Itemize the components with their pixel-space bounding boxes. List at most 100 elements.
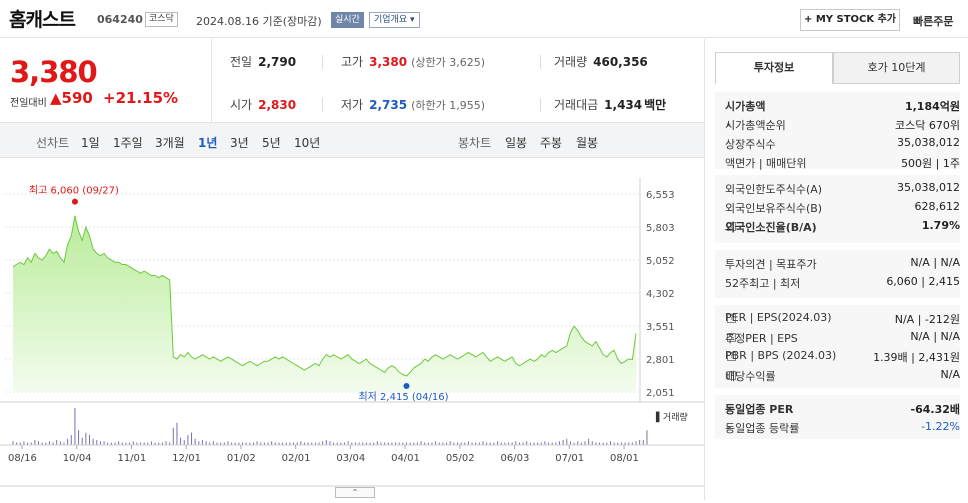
x-tick-label: 02/01 bbox=[282, 453, 311, 464]
company-info-dropdown[interactable]: 기업개요 ▾ bbox=[369, 12, 420, 28]
low-marker bbox=[403, 382, 410, 389]
help-icon[interactable]: ? bbox=[727, 314, 736, 323]
x-tick-label: 08/16 bbox=[8, 453, 37, 464]
info-value: 35,038,012 bbox=[897, 136, 960, 149]
change-label: 전일대비 bbox=[10, 98, 47, 109]
candle-monthly[interactable]: 월봉 bbox=[576, 136, 599, 150]
tab-order-book[interactable]: 호가 10단계 bbox=[833, 52, 960, 84]
info-value: N/A bbox=[940, 368, 960, 381]
x-tick-label: 03/04 bbox=[336, 453, 365, 464]
period-1d[interactable]: 1일 bbox=[81, 136, 100, 150]
info-value: N/A | N/A bbox=[910, 256, 960, 269]
info-label: 투자의견 | 목표주가 bbox=[725, 258, 817, 271]
info-value: 코스닥 670위 bbox=[895, 119, 960, 132]
tab-investment-info[interactable]: 투자정보 bbox=[715, 52, 833, 84]
info-label: 52주최고 | 최저 bbox=[725, 277, 801, 290]
current-price: 3,380 bbox=[10, 55, 98, 89]
realtime-button[interactable]: 실시간 bbox=[331, 12, 364, 28]
y-tick-label: 6,553 bbox=[646, 190, 675, 201]
info-row: 상장주식수 35,038,012 bbox=[725, 136, 960, 154]
base-date: 2024.08.16 기준(장마감) bbox=[196, 15, 322, 28]
x-tick-label: 07/01 bbox=[555, 453, 584, 464]
info-value: N/A | -212원 bbox=[894, 313, 960, 326]
info-row: 외국인소진율(B/A)? 1.79% bbox=[725, 219, 960, 237]
valuation-block: PER | EPS(2024.03)? N/A | -212원 추정PER | EP… bbox=[715, 305, 960, 388]
open-price: 시가 2,830 bbox=[230, 98, 297, 112]
low-price: 저가 2,735 (하한가 1,955) bbox=[341, 98, 485, 112]
info-row: 투자의견 | 목표주가 N/A | N/A bbox=[725, 256, 960, 274]
info-row: PER | EPS(2024.03)? N/A | -212원 bbox=[725, 311, 960, 329]
info-value: 35,038,012 bbox=[897, 181, 960, 194]
period-10y[interactable]: 10년 bbox=[294, 136, 321, 150]
x-tick-label: 12/01 bbox=[172, 453, 201, 464]
y-tick-label: 3,551 bbox=[646, 322, 675, 333]
period-1y[interactable]: 1년 bbox=[198, 136, 218, 150]
period-3m[interactable]: 3개월 bbox=[155, 136, 185, 150]
info-row: PBR | BPS (2024.03)? 1.39배 | 2,431원 bbox=[725, 349, 960, 367]
info-value: N/A | N/A bbox=[910, 330, 960, 343]
add-my-stock-button[interactable]: + MY STOCK 추가 bbox=[800, 9, 900, 31]
price-box: 3,380 전일대비 ▲590 +21.15% bbox=[0, 39, 212, 122]
y-tick-label: 2,801 bbox=[646, 355, 675, 366]
help-icon[interactable]: ? bbox=[727, 333, 736, 342]
info-row: 동일업종 PER ▸ -64.32배 bbox=[725, 401, 960, 419]
y-tick-label: 5,803 bbox=[646, 223, 675, 234]
price-summary: 전일 2,790 고가 3,380 (상한가 3,625) 거래량 460,356 시가… bbox=[212, 39, 704, 122]
quick-order-button[interactable]: 빠른주문 bbox=[913, 15, 954, 28]
info-row: 시가총액순위 ▸ 코스닥 670위 bbox=[725, 117, 960, 135]
change-value: ▲590 bbox=[50, 89, 93, 107]
info-label: 시가총액순위 bbox=[725, 119, 786, 132]
info-value: 500원 | 1주 bbox=[901, 157, 960, 170]
period-1w[interactable]: 1주일 bbox=[113, 136, 143, 150]
volume-legend: ▌거래량 bbox=[656, 413, 688, 423]
info-label: PBR | BPS (2024.03) bbox=[725, 349, 837, 362]
high-label: 최고 6,060 (09/27) bbox=[29, 185, 119, 197]
help-icon[interactable]: ? bbox=[727, 222, 736, 231]
x-tick-label: 01/02 bbox=[227, 453, 256, 464]
info-value: 1,184억원 bbox=[904, 100, 960, 113]
info-label: 액면가 | 매매단위 bbox=[725, 157, 807, 170]
x-tick-label: 10/04 bbox=[63, 453, 92, 464]
info-label: 외국인보유주식수(B) bbox=[725, 202, 823, 215]
y-tick-label: 2,051 bbox=[646, 388, 675, 399]
price-line bbox=[12, 215, 637, 377]
high-price: 고가 3,380 (상한가 3,625) bbox=[341, 55, 485, 69]
help-icon[interactable]: ▸ bbox=[727, 404, 732, 413]
help-icon[interactable]: ▸ bbox=[727, 120, 732, 129]
info-row: 액면가 | 매매단위 500원 | 1주 bbox=[725, 155, 960, 173]
x-tick-label: 08/01 bbox=[610, 453, 639, 464]
y-tick-label: 4,302 bbox=[646, 289, 675, 300]
help-icon[interactable]: ▸ bbox=[727, 423, 732, 432]
stock-name: 홈캐스트 bbox=[9, 9, 76, 31]
info-row: 52주최고 | 최저 6,060 | 2,415 bbox=[725, 275, 960, 293]
candle-chart-label: 봉차트 bbox=[458, 136, 492, 150]
info-value: 6,060 | 2,415 bbox=[886, 275, 960, 288]
info-label: 외국인소진율(B/A) bbox=[725, 221, 817, 234]
chart-svg: 6,553 5,803 5,052 4,302 3,551 2,801 2,051 최고 6,… bbox=[0, 178, 704, 487]
price-chart[interactable]: 6,553 5,803 5,052 4,302 3,551 2,801 2,051 최고 6,… bbox=[0, 158, 704, 500]
x-tick-label: 05/02 bbox=[446, 453, 475, 464]
industry-block: 동일업종 PER ▸ -64.32배 동일업종 등락률 ▸ -1.22% bbox=[715, 395, 960, 439]
info-value: -64.32배 bbox=[910, 403, 960, 416]
chart-scroll-handle[interactable]: ⌃ bbox=[335, 487, 375, 498]
x-tick-label: 06/03 bbox=[501, 453, 530, 464]
opinion-block: 투자의견 | 목표주가 N/A | N/A 52주최고 | 최저 6,060 | 2,… bbox=[715, 250, 960, 298]
info-row: 시가총액 1,184억원 bbox=[725, 98, 960, 116]
candle-weekly[interactable]: 주봉 bbox=[540, 136, 563, 150]
info-label: 외국인한도주식수(A) bbox=[725, 183, 823, 196]
help-icon[interactable]: ? bbox=[727, 352, 736, 361]
help-icon[interactable]: ? bbox=[727, 371, 736, 380]
side-tabs: 투자정보 호가 10단계 bbox=[715, 52, 960, 84]
market-tag: 코스닥 bbox=[145, 12, 178, 27]
period-5y[interactable]: 5년 bbox=[262, 136, 281, 150]
info-value: 1.39배 | 2,431원 bbox=[873, 351, 960, 364]
info-label: 상장주식수 bbox=[725, 138, 776, 151]
change-percent: +21.15% bbox=[103, 89, 179, 107]
investment-info-panel: 투자정보 호가 10단계 시가총액 1,184억원 시가총액순위 ▸ 코스닥 670위 상… bbox=[704, 39, 968, 500]
info-row: 외국인한도주식수(A) 35,038,012 bbox=[725, 181, 960, 199]
stock-code: 064240 bbox=[97, 13, 143, 26]
candle-daily[interactable]: 일봉 bbox=[505, 136, 528, 150]
info-label: 동일업종 PER bbox=[725, 403, 794, 416]
period-3y[interactable]: 3년 bbox=[230, 136, 249, 150]
